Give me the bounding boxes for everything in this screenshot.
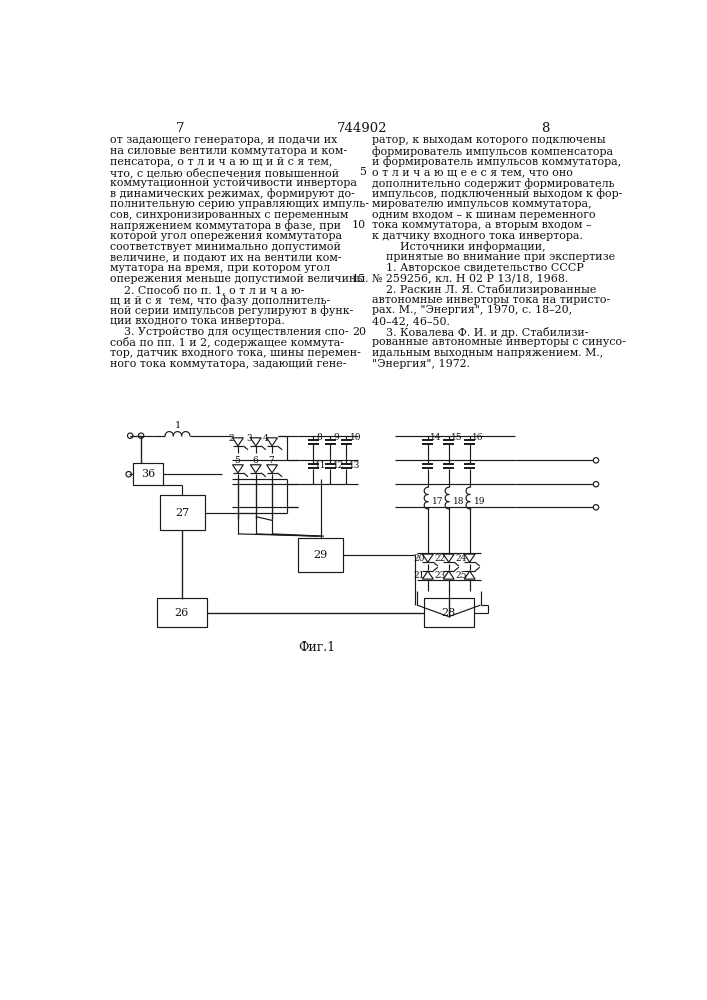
Text: 26: 26: [175, 608, 189, 618]
Text: 7: 7: [269, 456, 274, 465]
Text: 5: 5: [359, 167, 366, 177]
Text: 22: 22: [435, 554, 446, 563]
Bar: [156, 598, 207, 627]
Text: о т л и ч а ю щ е е с я тем, что оно: о т л и ч а ю щ е е с я тем, что оно: [372, 167, 573, 177]
Bar: [160, 495, 204, 530]
Text: 9: 9: [333, 433, 339, 442]
Text: ного тока коммутатора, задающий гене-: ного тока коммутатора, задающий гене-: [110, 359, 346, 369]
Text: ции входного тока инвертора.: ции входного тока инвертора.: [110, 316, 285, 326]
Text: 11: 11: [315, 461, 327, 470]
Text: "Энергия", 1972.: "Энергия", 1972.: [372, 359, 470, 369]
Text: 14: 14: [430, 433, 442, 442]
Text: № 259256, кл. H 02 P 13/18, 1968.: № 259256, кл. H 02 P 13/18, 1968.: [372, 274, 568, 284]
Text: тор, датчик входного тока, шины перемен-: тор, датчик входного тока, шины перемен-: [110, 348, 361, 358]
Text: 12: 12: [332, 461, 344, 470]
Text: 16: 16: [472, 433, 484, 442]
Text: коммутационной устойчивости инвертора: коммутационной устойчивости инвертора: [110, 178, 357, 188]
Text: 10: 10: [349, 433, 361, 442]
Text: ратор, к выходам которого подключены: ратор, к выходам которого подключены: [372, 135, 606, 145]
Text: 2. Способ по п. 1, о т л и ч а ю-: 2. Способ по п. 1, о т л и ч а ю-: [110, 284, 305, 295]
Text: сов, синхронизированных с переменным: сов, синхронизированных с переменным: [110, 210, 349, 220]
Bar: [134, 463, 163, 485]
Text: щ и й с я  тем, что фазу дополнитель-: щ и й с я тем, что фазу дополнитель-: [110, 295, 330, 306]
Text: 28: 28: [442, 608, 456, 618]
Text: 3. Устройство для осуществления спо-: 3. Устройство для осуществления спо-: [110, 327, 349, 337]
Bar: [423, 598, 474, 627]
Text: одним входом – к шинам переменного: одним входом – к шинам переменного: [372, 210, 596, 220]
Text: 36: 36: [141, 469, 155, 479]
Text: рах. М., "Энергия", 1970, с. 18–20,: рах. М., "Энергия", 1970, с. 18–20,: [372, 305, 572, 315]
Text: 13: 13: [349, 461, 360, 470]
Text: рованные автономные инверторы с синусо-: рованные автономные инверторы с синусо-: [372, 337, 626, 347]
Text: 6: 6: [252, 456, 258, 465]
Text: 10: 10: [351, 220, 366, 230]
Text: 25: 25: [456, 571, 467, 580]
Text: величине, и подают их на вентили ком-: величине, и подают их на вентили ком-: [110, 252, 341, 262]
Text: автономные инверторы тока на тиристо-: автономные инверторы тока на тиристо-: [372, 295, 610, 305]
Text: 2. Раскин Л. Я. Стабилизированные: 2. Раскин Л. Я. Стабилизированные: [372, 284, 597, 295]
Text: опережения меньше допустимой величины.: опережения меньше допустимой величины.: [110, 274, 368, 284]
Text: в динамических режимах, формируют до-: в динамических режимах, формируют до-: [110, 189, 355, 199]
Text: которой угол опережения коммутатора: которой угол опережения коммутатора: [110, 231, 342, 241]
Text: 23: 23: [435, 571, 446, 580]
Text: напряжением коммутатора в фазе, при: напряжением коммутатора в фазе, при: [110, 220, 341, 231]
Text: тока коммутатора, а вторым входом –: тока коммутатора, а вторым входом –: [372, 220, 592, 230]
Text: 20: 20: [414, 554, 425, 563]
Text: 1. Авторское свидетельство СССР: 1. Авторское свидетельство СССР: [372, 263, 584, 273]
Text: 5: 5: [234, 456, 240, 465]
Text: пенсатора, о т л и ч а ю щ и й с я тем,: пенсатора, о т л и ч а ю щ и й с я тем,: [110, 157, 332, 167]
Text: 4: 4: [263, 434, 269, 443]
Text: 1: 1: [175, 421, 180, 430]
Text: от задающего генератора, и подачи их: от задающего генератора, и подачи их: [110, 135, 337, 145]
Text: 27: 27: [175, 508, 189, 518]
Text: 7: 7: [175, 122, 184, 135]
Text: 744902: 744902: [337, 122, 387, 135]
Text: на силовые вентили коммутатора и ком-: на силовые вентили коммутатора и ком-: [110, 146, 347, 156]
Bar: [298, 538, 344, 572]
Text: 19: 19: [474, 497, 485, 506]
Text: соба по пп. 1 и 2, содержащее коммута-: соба по пп. 1 и 2, содержащее коммута-: [110, 337, 344, 348]
Text: мутатора на время, при котором угол: мутатора на время, при котором угол: [110, 263, 330, 273]
Text: 40–42, 46–50.: 40–42, 46–50.: [372, 316, 450, 326]
Text: Фиг.1: Фиг.1: [298, 641, 336, 654]
Text: 18: 18: [452, 497, 464, 506]
Text: 8: 8: [542, 122, 550, 135]
Text: 8: 8: [316, 433, 322, 442]
Text: 17: 17: [432, 497, 443, 506]
Text: полнительную серию управляющих импуль-: полнительную серию управляющих импуль-: [110, 199, 369, 209]
Text: к датчику входного тока инвертора.: к датчику входного тока инвертора.: [372, 231, 583, 241]
Text: и формирователь импульсов коммутатора,: и формирователь импульсов коммутатора,: [372, 157, 621, 167]
Text: 24: 24: [456, 554, 467, 563]
Text: Источники информации,: Источники информации,: [372, 242, 546, 252]
Text: ной серии импульсов регулируют в функ-: ной серии импульсов регулируют в функ-: [110, 305, 354, 316]
Text: 15: 15: [351, 274, 366, 284]
Text: идальным выходным напряжением. М.,: идальным выходным напряжением. М.,: [372, 348, 603, 358]
Text: дополнительно содержит формирователь: дополнительно содержит формирователь: [372, 178, 614, 189]
Text: 3. Ковалева Ф. И. и др. Стабилизи-: 3. Ковалева Ф. И. и др. Стабилизи-: [372, 327, 588, 338]
Text: формирователь импульсов компенсатора: формирователь импульсов компенсатора: [372, 146, 613, 157]
Text: 21: 21: [414, 571, 425, 580]
Text: 3: 3: [247, 434, 252, 443]
Text: соответствует минимально допустимой: соответствует минимально допустимой: [110, 242, 341, 252]
Text: мирователю импульсов коммутатора,: мирователю импульсов коммутатора,: [372, 199, 592, 209]
Text: 15: 15: [451, 433, 462, 442]
Text: что, с целью обеспечения повышенной: что, с целью обеспечения повышенной: [110, 167, 339, 178]
Text: принятые во внимание при экспертизе: принятые во внимание при экспертизе: [372, 252, 615, 262]
Text: 29: 29: [314, 550, 328, 560]
Text: импульсов, подключенный выходом к фор-: импульсов, подключенный выходом к фор-: [372, 189, 622, 199]
Text: 2: 2: [228, 434, 234, 443]
Text: 20: 20: [352, 327, 366, 337]
